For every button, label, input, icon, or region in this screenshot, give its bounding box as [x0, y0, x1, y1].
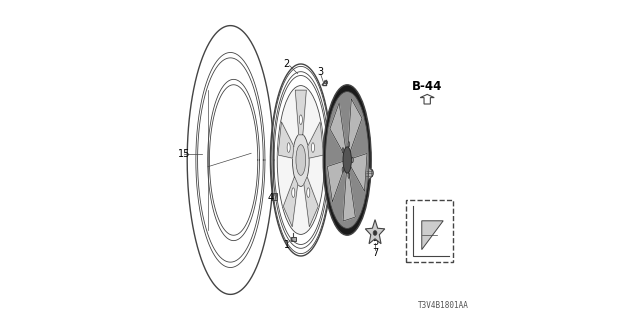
Text: 7: 7 [372, 248, 378, 258]
Ellipse shape [296, 145, 306, 175]
Ellipse shape [325, 92, 369, 228]
Ellipse shape [312, 143, 314, 152]
Text: 8: 8 [336, 108, 342, 119]
Polygon shape [328, 161, 346, 202]
Bar [273, 193, 277, 200]
Ellipse shape [323, 85, 371, 235]
Ellipse shape [342, 167, 344, 172]
Text: 2: 2 [284, 59, 289, 69]
Polygon shape [295, 90, 307, 135]
Ellipse shape [373, 230, 377, 236]
Ellipse shape [307, 188, 310, 197]
Ellipse shape [348, 142, 349, 147]
Ellipse shape [348, 173, 349, 178]
Polygon shape [365, 220, 385, 244]
Polygon shape [343, 167, 355, 221]
Ellipse shape [292, 134, 309, 186]
Polygon shape [422, 221, 443, 250]
Text: 10: 10 [362, 169, 375, 180]
Polygon shape [330, 103, 346, 156]
Bar [323, 81, 326, 83]
Ellipse shape [287, 143, 290, 152]
Text: 3: 3 [317, 67, 324, 77]
Text: 6: 6 [336, 97, 342, 108]
Polygon shape [278, 122, 294, 158]
Ellipse shape [343, 147, 351, 173]
Polygon shape [365, 167, 372, 180]
Text: 1: 1 [284, 240, 291, 250]
Ellipse shape [300, 115, 302, 124]
Polygon shape [304, 177, 318, 227]
Bar [406, 200, 453, 262]
Text: B-44: B-44 [412, 80, 442, 93]
Polygon shape [420, 94, 435, 104]
Ellipse shape [342, 148, 344, 153]
Polygon shape [348, 99, 362, 155]
Polygon shape [349, 154, 367, 191]
Bar [291, 237, 296, 241]
Text: 5: 5 [372, 236, 378, 247]
Text: T3V4B1801AA: T3V4B1801AA [418, 301, 468, 310]
Polygon shape [308, 122, 324, 158]
Text: 4: 4 [268, 193, 273, 204]
Text: 15: 15 [178, 148, 190, 159]
Ellipse shape [351, 157, 353, 163]
Ellipse shape [292, 188, 295, 197]
Ellipse shape [277, 86, 324, 234]
Polygon shape [284, 177, 298, 227]
